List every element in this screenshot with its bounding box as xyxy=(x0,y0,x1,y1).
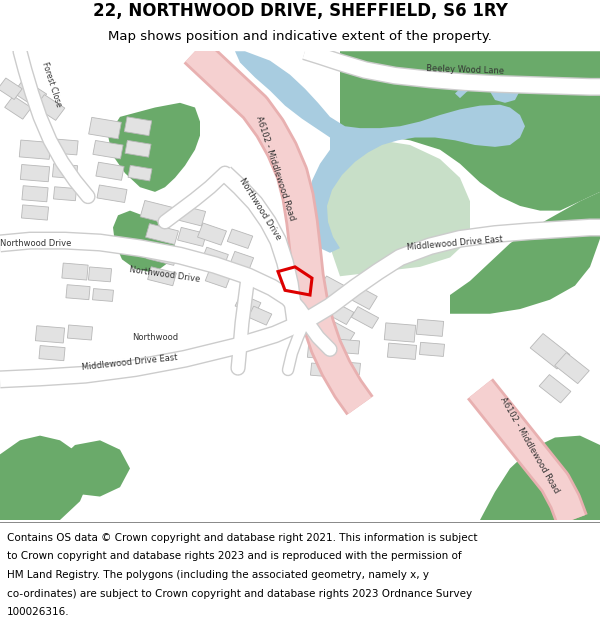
Bar xyxy=(146,224,178,244)
Polygon shape xyxy=(325,138,470,276)
Text: Northwood Drive: Northwood Drive xyxy=(129,265,201,284)
Bar xyxy=(337,339,359,354)
Polygon shape xyxy=(235,51,525,252)
Bar xyxy=(310,363,334,377)
Bar xyxy=(140,201,176,224)
Polygon shape xyxy=(113,211,175,271)
Bar xyxy=(555,352,589,384)
Bar xyxy=(530,334,570,369)
Polygon shape xyxy=(0,436,90,520)
Bar xyxy=(5,96,31,119)
Bar xyxy=(197,223,226,245)
Text: to Crown copyright and database rights 2023 and is reproduced with the permissio: to Crown copyright and database rights 2… xyxy=(7,551,462,561)
Text: A6102 - Middlewood Road: A6102 - Middlewood Road xyxy=(254,115,296,222)
Polygon shape xyxy=(455,81,473,98)
Bar xyxy=(317,276,352,304)
Bar xyxy=(39,346,65,361)
Bar xyxy=(22,205,49,220)
Bar xyxy=(92,289,113,301)
Text: Map shows position and indicative extent of the property.: Map shows position and indicative extent… xyxy=(108,31,492,43)
Polygon shape xyxy=(450,192,600,314)
Bar xyxy=(384,323,416,342)
Bar xyxy=(202,248,229,268)
Bar xyxy=(128,166,152,181)
Bar xyxy=(20,164,50,182)
Bar xyxy=(125,141,151,157)
Text: Forest Close: Forest Close xyxy=(40,61,64,108)
Polygon shape xyxy=(108,102,200,192)
Bar xyxy=(307,343,332,359)
Text: 22, NORTHWOOD DRIVE, SHEFFIELD, S6 1RY: 22, NORTHWOOD DRIVE, SHEFFIELD, S6 1RY xyxy=(92,2,508,20)
Bar xyxy=(22,186,48,202)
Text: Northwood Drive: Northwood Drive xyxy=(237,176,283,241)
Text: co-ordinates) are subject to Crown copyright and database rights 2023 Ordnance S: co-ordinates) are subject to Crown copyr… xyxy=(7,589,472,599)
Bar xyxy=(124,117,152,136)
Bar xyxy=(97,185,127,202)
Bar xyxy=(179,249,205,266)
Bar xyxy=(419,342,445,356)
Bar xyxy=(96,162,124,180)
Bar xyxy=(52,164,77,179)
Bar xyxy=(52,139,78,155)
Bar xyxy=(0,78,22,99)
Bar xyxy=(53,187,77,201)
Bar xyxy=(35,94,65,121)
Text: 100026316.: 100026316. xyxy=(7,608,70,618)
Text: Contains OS data © Crown copyright and database right 2021. This information is : Contains OS data © Crown copyright and d… xyxy=(7,532,478,542)
Bar xyxy=(230,251,254,269)
Text: Northwood: Northwood xyxy=(132,332,178,342)
Text: A6102 - Middlewood Road: A6102 - Middlewood Road xyxy=(499,396,561,494)
Bar xyxy=(13,79,47,108)
Bar xyxy=(205,268,231,288)
Bar xyxy=(93,141,123,159)
Bar xyxy=(227,229,253,249)
Bar xyxy=(62,263,88,280)
Bar xyxy=(66,285,90,299)
Bar xyxy=(248,306,272,325)
Bar xyxy=(178,228,206,246)
Bar xyxy=(175,204,206,226)
Bar xyxy=(146,246,178,266)
Bar xyxy=(388,343,416,359)
Text: Middlewood Drive East: Middlewood Drive East xyxy=(407,235,503,252)
Text: Beeley Wood Lane: Beeley Wood Lane xyxy=(426,64,504,76)
Polygon shape xyxy=(480,436,600,520)
Bar xyxy=(67,325,92,340)
Bar xyxy=(322,299,354,324)
Bar xyxy=(352,307,379,328)
Bar xyxy=(325,321,355,344)
Bar xyxy=(539,374,571,403)
Bar xyxy=(347,284,377,309)
Bar xyxy=(340,362,361,374)
Bar xyxy=(235,294,261,314)
Polygon shape xyxy=(55,440,130,496)
Text: HM Land Registry. The polygons (including the associated geometry, namely x, y: HM Land Registry. The polygons (includin… xyxy=(7,570,429,580)
Text: Northwood Drive: Northwood Drive xyxy=(0,239,71,248)
Bar xyxy=(148,267,176,286)
Bar xyxy=(19,140,51,159)
Bar xyxy=(35,326,65,343)
Polygon shape xyxy=(490,79,520,102)
Bar xyxy=(89,118,121,139)
Bar xyxy=(416,319,443,336)
Polygon shape xyxy=(340,51,600,211)
Bar xyxy=(88,267,112,282)
Text: Middlewood Drive East: Middlewood Drive East xyxy=(82,353,178,372)
